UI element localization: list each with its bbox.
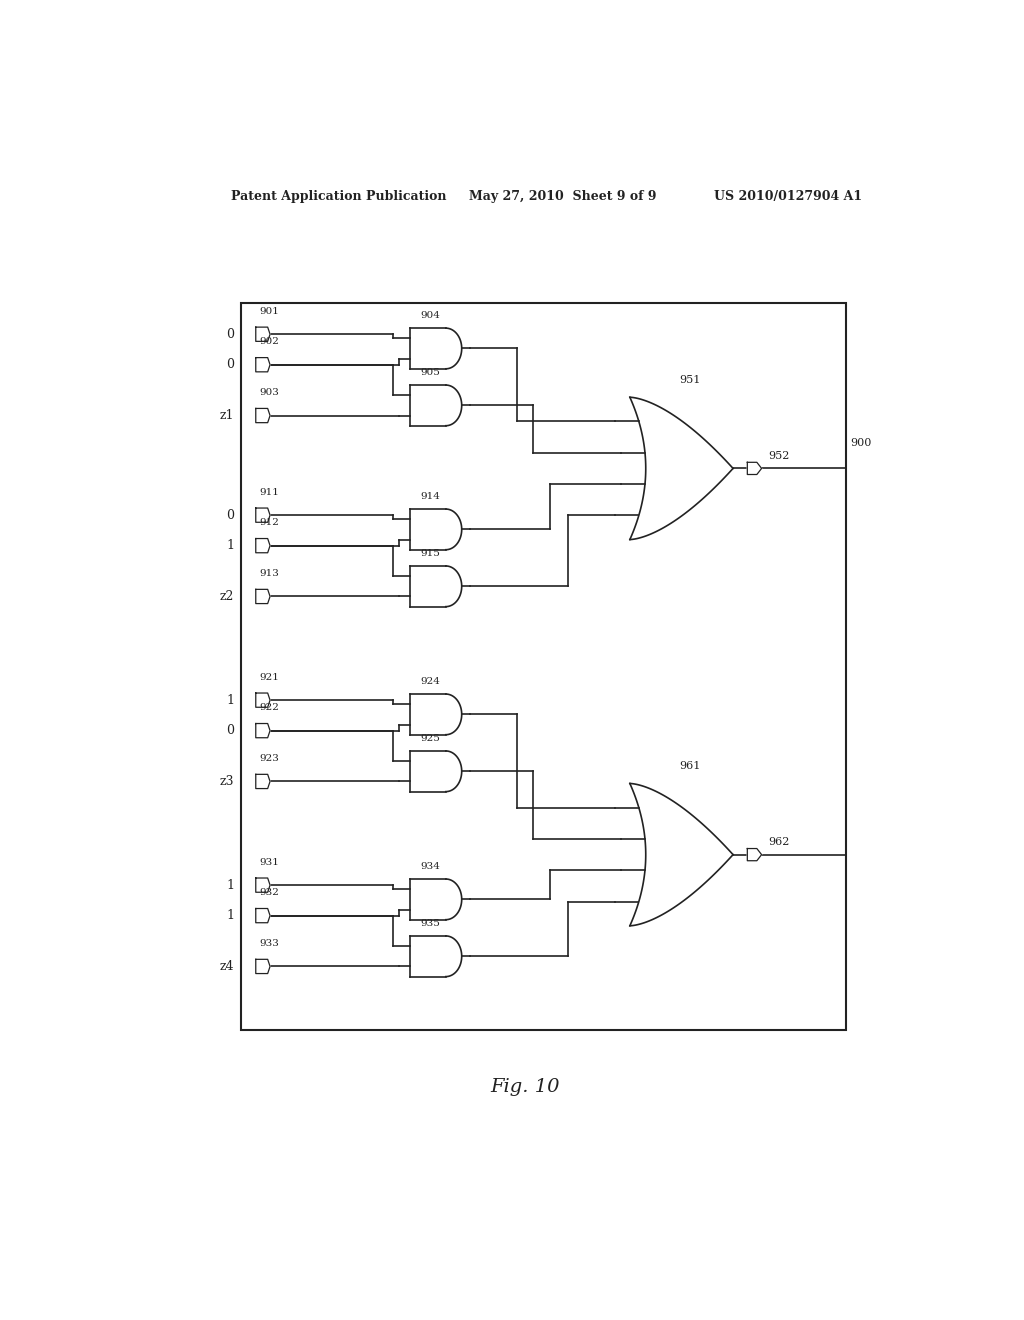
Text: 913: 913	[260, 569, 280, 578]
Text: z1: z1	[220, 409, 234, 422]
Polygon shape	[256, 908, 270, 923]
Text: 0: 0	[226, 327, 234, 341]
Text: 902: 902	[260, 338, 280, 346]
Bar	[241, 302, 846, 1031]
Text: 923: 923	[260, 754, 280, 763]
Text: May 27, 2010  Sheet 9 of 9: May 27, 2010 Sheet 9 of 9	[469, 190, 656, 202]
Text: z4: z4	[220, 960, 234, 973]
Text: 922: 922	[260, 704, 280, 713]
Polygon shape	[256, 960, 270, 974]
Text: Fig. 10: Fig. 10	[490, 1078, 559, 1097]
Text: 932: 932	[260, 888, 280, 898]
Text: 934: 934	[420, 862, 440, 871]
Polygon shape	[256, 358, 270, 372]
Polygon shape	[256, 539, 270, 553]
Text: 900: 900	[850, 438, 871, 447]
Text: 952: 952	[768, 451, 790, 461]
Text: 921: 921	[260, 673, 280, 682]
Text: z2: z2	[220, 590, 234, 603]
Text: 925: 925	[420, 734, 440, 743]
Text: 1: 1	[226, 879, 234, 891]
Text: 931: 931	[260, 858, 280, 867]
Text: z3: z3	[220, 775, 234, 788]
Polygon shape	[256, 327, 270, 342]
Text: 1: 1	[226, 909, 234, 923]
Text: 905: 905	[420, 368, 440, 378]
Polygon shape	[256, 693, 270, 708]
Text: 0: 0	[226, 508, 234, 521]
Text: 1: 1	[226, 539, 234, 552]
Text: 961: 961	[680, 762, 700, 771]
Text: 1: 1	[226, 693, 234, 706]
Text: 962: 962	[768, 837, 790, 847]
Polygon shape	[256, 508, 270, 523]
Text: 903: 903	[260, 388, 280, 397]
Polygon shape	[256, 408, 270, 422]
Polygon shape	[748, 462, 762, 474]
Text: 915: 915	[420, 549, 440, 558]
Polygon shape	[256, 589, 270, 603]
Polygon shape	[256, 878, 270, 892]
Text: 901: 901	[260, 308, 280, 315]
Text: US 2010/0127904 A1: US 2010/0127904 A1	[714, 190, 862, 202]
Text: 935: 935	[420, 919, 440, 928]
Text: 912: 912	[260, 519, 280, 528]
Text: 0: 0	[226, 725, 234, 737]
Polygon shape	[256, 775, 270, 788]
Text: 904: 904	[420, 312, 440, 319]
Polygon shape	[748, 849, 762, 861]
Text: 933: 933	[260, 939, 280, 948]
Text: 914: 914	[420, 492, 440, 500]
Text: 924: 924	[420, 677, 440, 686]
Text: Patent Application Publication: Patent Application Publication	[231, 190, 446, 202]
Text: 0: 0	[226, 358, 234, 371]
Text: 911: 911	[260, 488, 280, 496]
Polygon shape	[256, 723, 270, 738]
Text: 951: 951	[680, 375, 700, 385]
